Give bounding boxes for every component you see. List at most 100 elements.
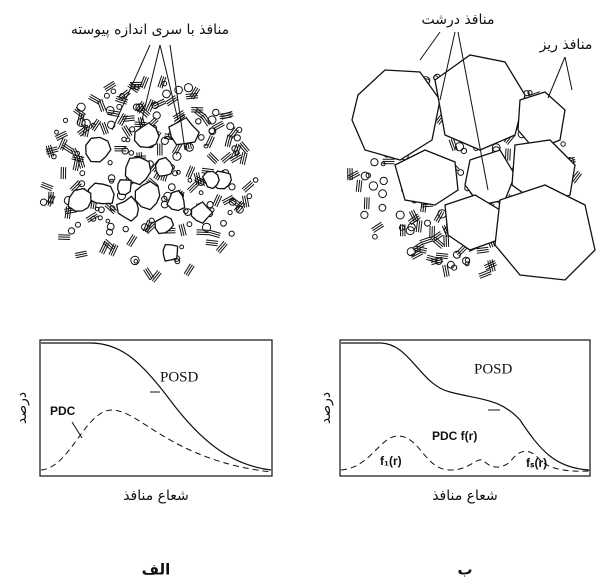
clay-hatch — [125, 124, 133, 136]
clay-hatch — [105, 84, 117, 92]
clay-hatch — [115, 100, 127, 105]
clay-hatch — [450, 138, 456, 151]
pointer — [71, 421, 83, 439]
clay-hatch — [64, 206, 68, 219]
pore-label: منافذ ریز — [539, 37, 593, 53]
clay-hatch — [355, 179, 358, 192]
pore-label: منافذ درشت — [422, 12, 495, 28]
aggregate — [133, 122, 160, 149]
grain — [62, 117, 69, 124]
large-aggregate — [517, 91, 566, 151]
grain — [370, 158, 379, 167]
grain — [437, 209, 447, 219]
clay-hatch — [435, 254, 448, 257]
clay-hatch — [167, 98, 178, 107]
clay-hatch — [80, 155, 86, 168]
clay-hatch — [430, 256, 443, 261]
clay-hatch — [476, 248, 489, 252]
pdc-curve — [40, 409, 272, 473]
clay-hatch — [138, 103, 147, 114]
clay-hatch — [147, 99, 154, 112]
curve-label: PDC f(r) — [432, 429, 477, 443]
clay-hatch — [433, 209, 441, 221]
clay-hatch — [57, 137, 64, 149]
grain — [206, 201, 214, 209]
clay-hatch — [185, 92, 198, 95]
clay-hatch — [187, 265, 195, 277]
clay-hatch — [426, 256, 439, 261]
grain — [405, 226, 415, 236]
clay-hatch — [134, 121, 147, 124]
clay-hatch — [420, 220, 423, 233]
clay-hatch — [119, 114, 126, 126]
clay-hatch — [458, 247, 468, 257]
clay-hatch — [409, 215, 420, 224]
clay-hatch — [444, 264, 448, 277]
clay-hatch — [99, 99, 105, 112]
clay-hatch — [76, 124, 88, 134]
grain — [105, 106, 115, 115]
clay-hatch — [217, 242, 227, 253]
clay-hatch — [230, 154, 242, 162]
clay-hatch — [415, 245, 428, 250]
clay-hatch — [47, 194, 54, 206]
clay-hatch — [421, 205, 434, 208]
clay-hatch — [65, 211, 77, 215]
clay-hatch — [410, 210, 418, 222]
clay-hatch — [221, 153, 232, 162]
clay-hatch — [241, 195, 246, 208]
grain — [360, 210, 369, 219]
clay-hatch — [185, 165, 192, 177]
curve-label: fₛ(r) — [526, 456, 547, 470]
clay-hatch — [206, 239, 219, 242]
grain — [151, 101, 159, 110]
clay-hatch — [200, 115, 209, 127]
grain — [162, 89, 171, 99]
clay-hatch — [244, 183, 255, 193]
x-axis-label: شعاع منافذ — [123, 488, 189, 504]
grain — [379, 176, 388, 186]
clay-hatch — [87, 215, 99, 223]
clay-hatch — [161, 76, 167, 89]
clay-hatch — [223, 155, 234, 164]
clay-hatch — [123, 125, 131, 137]
clay-hatch — [235, 201, 244, 213]
clay-hatch — [357, 179, 361, 193]
clay-hatch — [432, 234, 444, 243]
plot-frame — [39, 339, 273, 477]
grain — [54, 129, 59, 135]
grain — [119, 93, 125, 99]
clay-hatch — [41, 181, 54, 188]
grain — [197, 179, 205, 187]
grain — [78, 180, 86, 188]
grain — [128, 150, 135, 156]
clay-hatch — [447, 234, 450, 247]
clay-hatch — [232, 143, 238, 156]
clay-hatch — [79, 128, 90, 137]
clay-hatch — [212, 193, 219, 206]
clay-hatch — [86, 213, 98, 221]
grain — [172, 170, 179, 177]
grain — [560, 141, 566, 147]
clay-hatch — [143, 269, 151, 281]
clay-hatch — [507, 148, 509, 161]
grain — [76, 102, 86, 112]
clay-hatch — [208, 231, 221, 236]
clay-hatch — [112, 245, 119, 257]
grain — [228, 183, 236, 191]
grain — [187, 177, 193, 183]
clay-hatch — [78, 156, 84, 169]
clay-hatch — [528, 91, 540, 97]
clay-hatch — [85, 211, 97, 219]
clay-hatch — [75, 254, 88, 259]
grain — [424, 219, 431, 227]
clay-hatch — [431, 232, 442, 241]
clay-hatch — [213, 124, 225, 132]
pdc-curve — [340, 435, 590, 472]
pore-label: منافذ با سری اندازه پیوسته — [71, 22, 229, 38]
aggregate — [134, 180, 161, 211]
clay-hatch — [190, 184, 200, 194]
clay-hatch — [45, 148, 58, 153]
clay-hatch — [241, 152, 246, 165]
clay-hatch — [420, 238, 432, 244]
